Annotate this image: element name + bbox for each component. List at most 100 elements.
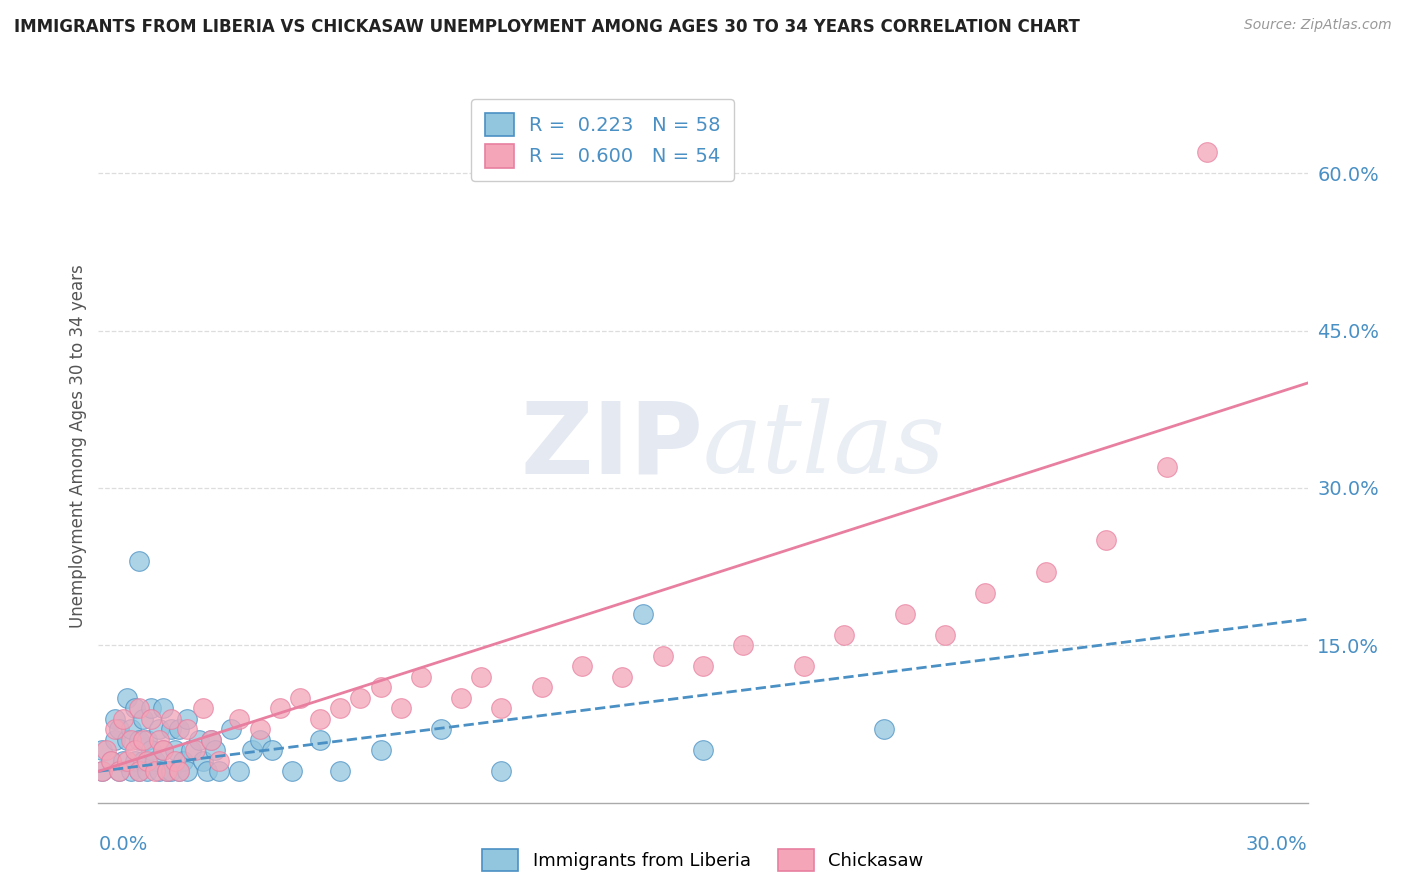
Text: 30.0%: 30.0% xyxy=(1246,835,1308,854)
Point xyxy=(1095,533,1118,548)
Point xyxy=(128,701,150,715)
Legend: R =  0.223   N = 58, R =  0.600   N = 54: R = 0.223 N = 58, R = 0.600 N = 54 xyxy=(471,99,734,181)
Point xyxy=(111,712,134,726)
Point xyxy=(329,764,352,779)
Point xyxy=(120,764,142,779)
Point xyxy=(132,712,155,726)
Point xyxy=(200,732,222,747)
Point xyxy=(1035,565,1057,579)
Point xyxy=(91,743,114,757)
Point xyxy=(139,743,162,757)
Point xyxy=(228,712,250,726)
Point xyxy=(128,764,150,779)
Point xyxy=(172,754,194,768)
Point xyxy=(120,723,142,737)
Point xyxy=(128,764,150,779)
Point xyxy=(180,743,202,757)
Point xyxy=(176,723,198,737)
Legend: Immigrants from Liberia, Chickasaw: Immigrants from Liberia, Chickasaw xyxy=(475,842,931,879)
Point xyxy=(148,723,170,737)
Point xyxy=(195,764,218,779)
Y-axis label: Unemployment Among Ages 30 to 34 years: Unemployment Among Ages 30 to 34 years xyxy=(69,264,87,628)
Point xyxy=(208,764,231,779)
Point xyxy=(135,764,157,779)
Text: atlas: atlas xyxy=(703,399,946,493)
Point xyxy=(176,712,198,726)
Point xyxy=(389,701,412,715)
Point xyxy=(120,732,142,747)
Point xyxy=(115,690,138,705)
Point xyxy=(260,743,283,757)
Point xyxy=(221,723,243,737)
Point xyxy=(100,754,122,768)
Point xyxy=(96,743,118,757)
Point xyxy=(167,764,190,779)
Point xyxy=(692,743,714,757)
Point xyxy=(370,681,392,695)
Point xyxy=(893,607,915,621)
Point xyxy=(135,754,157,768)
Point xyxy=(450,690,472,705)
Point xyxy=(132,732,155,747)
Point xyxy=(152,743,174,757)
Point xyxy=(176,764,198,779)
Point xyxy=(193,754,215,768)
Point xyxy=(188,732,211,747)
Point xyxy=(651,648,673,663)
Point xyxy=(1156,460,1178,475)
Point xyxy=(107,764,129,779)
Point xyxy=(612,670,634,684)
Point xyxy=(160,712,183,726)
Point xyxy=(111,754,134,768)
Text: 0.0%: 0.0% xyxy=(98,835,148,854)
Point xyxy=(91,764,114,779)
Point xyxy=(530,681,553,695)
Text: IMMIGRANTS FROM LIBERIA VS CHICKASAW UNEMPLOYMENT AMONG AGES 30 TO 34 YEARS CORR: IMMIGRANTS FROM LIBERIA VS CHICKASAW UNE… xyxy=(14,18,1080,36)
Text: ZIP: ZIP xyxy=(520,398,703,494)
Point xyxy=(152,743,174,757)
Point xyxy=(139,712,162,726)
Point xyxy=(128,554,150,568)
Point xyxy=(733,639,755,653)
Point xyxy=(163,743,186,757)
Point xyxy=(832,628,855,642)
Point xyxy=(160,764,183,779)
Point xyxy=(430,723,453,737)
Point xyxy=(167,764,190,779)
Point xyxy=(281,764,304,779)
Point xyxy=(160,723,183,737)
Point xyxy=(163,754,186,768)
Point xyxy=(329,701,352,715)
Point xyxy=(249,732,271,747)
Point xyxy=(115,754,138,768)
Point xyxy=(115,732,138,747)
Point xyxy=(349,690,371,705)
Point xyxy=(228,764,250,779)
Point xyxy=(100,754,122,768)
Point xyxy=(974,586,997,600)
Point xyxy=(409,670,432,684)
Point xyxy=(152,701,174,715)
Point xyxy=(103,732,125,747)
Point xyxy=(208,754,231,768)
Point xyxy=(139,701,162,715)
Point xyxy=(107,723,129,737)
Point xyxy=(1195,145,1218,160)
Point xyxy=(193,701,215,715)
Point xyxy=(135,732,157,747)
Point xyxy=(143,754,166,768)
Point xyxy=(309,732,332,747)
Point xyxy=(107,764,129,779)
Point xyxy=(288,690,311,705)
Point xyxy=(128,732,150,747)
Point xyxy=(470,670,492,684)
Point xyxy=(793,659,815,673)
Point xyxy=(184,743,207,757)
Point xyxy=(309,712,332,726)
Point xyxy=(491,764,513,779)
Point xyxy=(124,743,146,757)
Point xyxy=(200,732,222,747)
Point xyxy=(156,764,179,779)
Point xyxy=(571,659,593,673)
Point xyxy=(249,723,271,737)
